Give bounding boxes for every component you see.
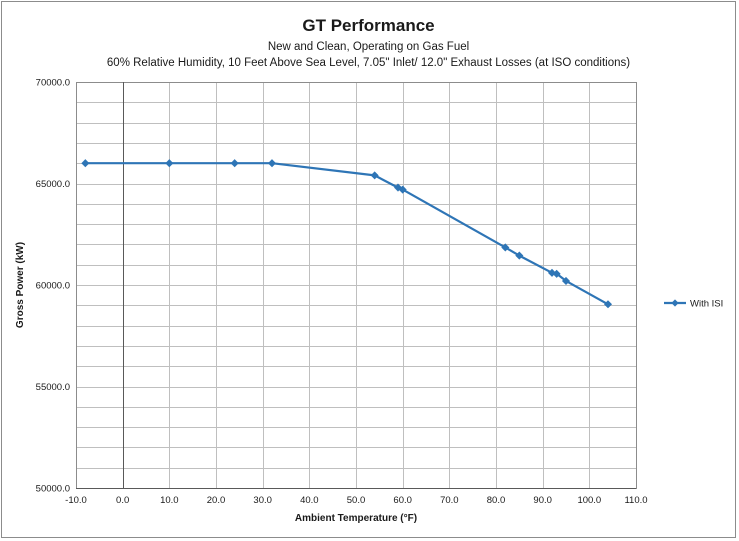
x-tick-label: 10.0 xyxy=(160,495,179,506)
chart-subtitle-line-2: 60% Relative Humidity, 10 Feet Above Sea… xyxy=(106,57,631,69)
series-layer xyxy=(81,159,613,309)
axes xyxy=(76,82,637,489)
x-tick-label: 60.0 xyxy=(393,495,412,506)
x-tick-label: 20.0 xyxy=(207,495,226,506)
data-point xyxy=(603,300,613,309)
x-tick-label: 0.0 xyxy=(116,495,129,506)
x-tick-label: -10.0 xyxy=(65,495,87,506)
data-point xyxy=(165,159,174,168)
data-point xyxy=(561,276,571,285)
tick-labels: 50000.0 55000.0 60000.0 65000.0 70000.0 -10.0… xyxy=(36,78,648,507)
x-axis-label: Ambient Temperature (°F) xyxy=(295,513,417,524)
legend-marker xyxy=(671,299,679,307)
data-point xyxy=(230,159,239,168)
chart-title: GT Performance xyxy=(302,16,435,35)
x-tick-label: 110.0 xyxy=(624,495,647,506)
legend: With ISI xyxy=(664,299,723,310)
data-point xyxy=(501,243,510,252)
x-tick-label: 90.0 xyxy=(533,495,552,506)
grid-lines xyxy=(76,82,637,489)
data-point xyxy=(370,171,379,180)
y-tick-label: 65000.0 xyxy=(36,179,70,190)
x-tick-label: 100.0 xyxy=(577,495,601,506)
y-axis-label: Gross Power (kW) xyxy=(15,242,26,328)
x-tick-label: 40.0 xyxy=(300,495,319,506)
data-point xyxy=(515,251,524,260)
data-point xyxy=(267,159,277,168)
data-point xyxy=(398,185,407,194)
x-tick-label: 80.0 xyxy=(487,495,506,506)
chart-subtitle-line-1: New and Clean, Operating on Gas Fuel xyxy=(267,41,470,53)
legend-label: With ISI xyxy=(690,299,723,310)
x-tick-label: 70.0 xyxy=(440,495,459,506)
data-point xyxy=(552,269,561,278)
y-tick-label: 60000.0 xyxy=(36,281,70,292)
y-tick-label: 50000.0 xyxy=(36,484,70,495)
y-tick-label: 55000.0 xyxy=(36,382,70,393)
y-tick-label: 70000.0 xyxy=(36,78,70,89)
data-point xyxy=(81,159,90,168)
x-tick-label: 30.0 xyxy=(253,495,272,506)
x-tick-label: 50.0 xyxy=(347,495,366,506)
